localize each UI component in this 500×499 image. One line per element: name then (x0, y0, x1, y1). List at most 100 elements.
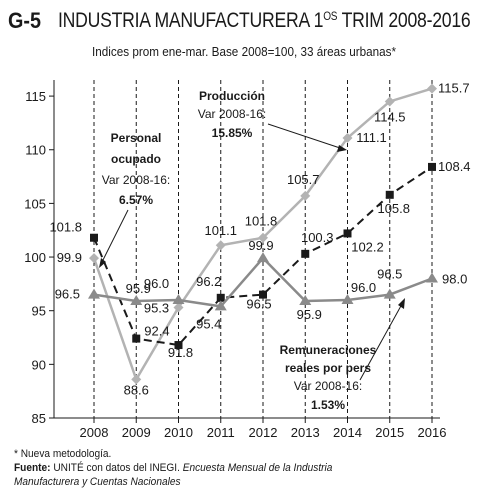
series-2-point-2009 (130, 295, 143, 306)
data-label-0: 99.9 (57, 250, 82, 265)
data-label-4: 92.4 (144, 324, 169, 339)
series-1-point-2011 (216, 293, 225, 302)
data-label-12: 101.8 (245, 214, 278, 229)
series-1-point-2013 (301, 249, 310, 258)
annotation-personal-ocupado: Personal ocupado Var 2008-16: 6.57% (99, 131, 170, 268)
annotation-personal-line3: Var 2008-16: (102, 173, 171, 187)
annotation-personal-arrow (101, 209, 129, 263)
series-0-point-2015 (384, 96, 395, 107)
annotation-produccion-arrowhead (337, 145, 347, 152)
data-label-25: 108.4 (438, 159, 471, 174)
x-tick-label-2012: 2012 (249, 425, 278, 440)
data-label-18: 111.1 (356, 130, 387, 145)
chart-code: G-5 (8, 8, 45, 34)
data-label-16: 100.3 (301, 230, 334, 245)
y-tick-label-110: 110 (25, 143, 46, 158)
series-0-point-2013 (300, 190, 311, 201)
y-tick-label-90: 90 (32, 357, 46, 372)
annotation-produccion-line3: 15.85% (212, 126, 253, 140)
annotation-produccion-line2: Var 2008-16: (198, 107, 267, 121)
series-2-point-2016 (426, 272, 438, 283)
source-title-part2: Manufacturera y Cuentas Nacionales (14, 476, 181, 488)
series-1-point-2014 (343, 229, 352, 238)
annotation-remuneraciones-line3: Var 2008-16: (294, 379, 363, 393)
axes: 85 90 95 100 105 110 115 2008 2009 2010 2011 2012 20… (24, 80, 446, 440)
series-0-point-2016 (427, 83, 437, 94)
x-tick-label-2014: 2014 (333, 425, 362, 440)
chart-title: INDUSTRIA MANUFACTURERA 1OS TRIM 2008-20… (58, 8, 471, 33)
data-label-8: 96.0 (144, 276, 169, 291)
data-labels: 99.9 101.8 96.5 88.6 92.4 95.9 91.8 95.3 96.0 101… (49, 81, 470, 398)
data-label-11: 95.4 (196, 316, 221, 331)
y-tick-label-115: 115 (25, 89, 46, 104)
line-chart: 85 90 95 100 105 110 115 2008 2009 2010 2011 2012 20… (24, 80, 471, 440)
series-1-point-2016 (428, 162, 436, 171)
series-1-point-2015 (385, 190, 394, 199)
series-0-point-2009 (131, 374, 142, 385)
y-tick-label-100: 100 (24, 250, 46, 265)
series-2-point-2010 (172, 293, 185, 304)
data-label-2: 96.5 (55, 287, 80, 302)
x-tick-label-2011: 2011 (207, 425, 235, 440)
data-label-26: 98.0 (442, 272, 467, 287)
series-1-point-2009 (132, 334, 141, 343)
data-label-5: 95.9 (126, 281, 151, 296)
series-0-point-2011 (215, 240, 226, 251)
source-line: Fuente: UNITÉ con datos del INEGI. Encue… (14, 462, 332, 474)
y-tick-label-105: 105 (24, 196, 46, 211)
source-label: Fuente: (14, 462, 51, 474)
annotation-remuneraciones-arrow (359, 303, 403, 381)
data-label-22: 105.8 (377, 201, 410, 216)
title-main: INDUSTRIA MANUFACTURERA 1 (58, 9, 324, 32)
series-0-point-2012 (258, 232, 268, 243)
series-2-point-2008 (88, 288, 100, 299)
data-label-17: 95.9 (297, 307, 322, 322)
series-2-point-2011 (214, 300, 227, 311)
annotation-produccion-line1: Producción (199, 89, 265, 103)
series-2-point-2014 (341, 293, 354, 304)
annotation-remuneraciones-line4: 1.53% (311, 398, 345, 412)
title-superscript: OS (323, 9, 338, 23)
x-tick-label-2015: 2015 (375, 425, 404, 440)
y-tick-label-85: 85 (32, 411, 46, 426)
series-0-point-2008 (89, 253, 99, 264)
data-label-3: 88.6 (124, 382, 149, 397)
annotation-produccion-arrow (267, 123, 341, 149)
data-label-6: 91.8 (168, 345, 193, 360)
source-text: UNITÉ con datos del INEGI. (50, 462, 183, 474)
data-label-15: 105.7 (287, 172, 320, 187)
source-title-part1: Encuesta Mensual de la Industria (182, 462, 333, 474)
data-label-1: 101.8 (49, 220, 82, 235)
chart-code-label: G-5 (8, 8, 42, 33)
data-label-19: 102.2 (351, 239, 384, 254)
series-1-point-2008 (90, 233, 98, 242)
data-label-9: 101.1 (204, 223, 237, 238)
series-layer (88, 83, 438, 385)
series-line-1 (93, 166, 433, 347)
x-tick-label-2010: 2010 (164, 425, 193, 440)
series-2-point-2015 (383, 288, 396, 299)
data-label-24: 115.7 (438, 81, 470, 96)
data-label-13: 99.9 (248, 238, 273, 253)
annotation-personal-line2: ocupado (111, 152, 161, 166)
x-tick-label-2016: 2016 (418, 425, 447, 440)
data-label-20: 96.0 (351, 280, 376, 295)
series-2-point-2013 (299, 295, 312, 306)
title-end: TRIM 2008-2016 (337, 9, 471, 32)
data-label-14: 96.5 (246, 297, 271, 312)
y-tick-label-95: 95 (32, 304, 46, 319)
series-0-point-2010 (173, 302, 184, 313)
data-label-7: 95.3 (144, 300, 169, 315)
annotation-personal-line4: 6.57% (119, 193, 153, 207)
series-1-point-2010 (174, 341, 183, 350)
data-label-10: 96.2 (196, 274, 221, 289)
series-0-point-2014 (342, 132, 353, 143)
annotation-produccion: Producción Var 2008-16: 15.85% (198, 89, 347, 152)
annotation-remuneraciones: Remuneraciones reales por pers Var 2008-… (280, 298, 405, 412)
chart-subtitle: Indices prom ene-mar. Base 2008=100, 33 … (92, 44, 397, 59)
annotation-personal-line1: Personal (111, 131, 162, 145)
x-tick-label-2009: 2009 (122, 425, 151, 440)
x-tick-label-2008: 2008 (80, 425, 109, 440)
x-tick-label-2013: 2013 (291, 425, 320, 440)
series-2-point-2012 (257, 252, 269, 263)
